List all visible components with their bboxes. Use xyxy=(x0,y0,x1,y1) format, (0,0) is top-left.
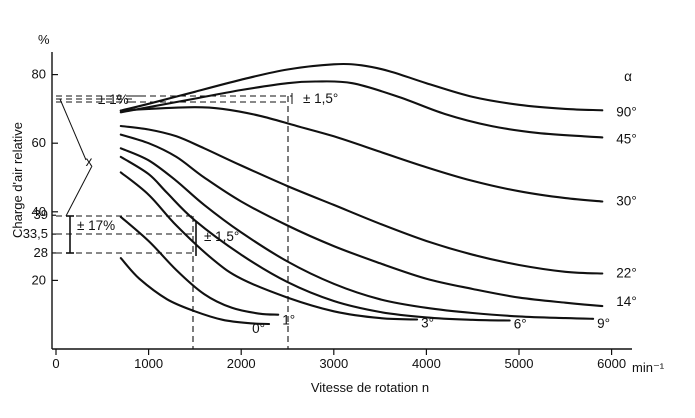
x-marker-label: x xyxy=(86,154,93,169)
curve-alpha-30deg xyxy=(119,106,604,203)
curve-group: 90° 45° 30° 22° 14° 9° 6° 3° 1° 0° xyxy=(119,62,637,336)
y-axis-title: Charge d'air relative xyxy=(10,122,25,238)
curve-alpha-14deg xyxy=(119,133,604,308)
x-tick-label-6: 6000 xyxy=(597,356,626,371)
curve-alpha-3deg xyxy=(119,171,419,321)
x-pointer-down xyxy=(65,165,93,217)
x-pointer-up xyxy=(59,98,87,161)
axis-labels: % min⁻¹ Vitesse de rotation n Charge d'a… xyxy=(10,32,665,395)
annotation-group: ± 1% ± 1,5° ± 17% ± 1,5° x xyxy=(56,91,338,349)
x-tick-label-4: 4000 xyxy=(412,356,441,371)
tol1-label: ± 1% xyxy=(98,92,129,107)
x-tick-label-2: 2000 xyxy=(227,356,256,371)
y-tick-label-1: 40 xyxy=(32,204,46,219)
x-tick-label-5: 5000 xyxy=(505,356,534,371)
tick-group: 0 1000 2000 3000 4000 5000 6000 20 40 60 80 39 33,5 2… xyxy=(23,67,626,371)
curve-label-22deg: 22° xyxy=(616,266,636,281)
curve-label-90deg: 90° xyxy=(616,104,636,119)
curve-label-30deg: 30° xyxy=(616,194,636,209)
curve-label-14deg: 14° xyxy=(616,294,636,309)
tol17-label: ± 17% xyxy=(77,218,115,233)
curve-alpha-22deg xyxy=(119,124,604,275)
y-extra-tick-label-1: 33,5 xyxy=(23,226,48,241)
curve-alpha-90deg xyxy=(119,62,604,112)
y-tick-label-2: 60 xyxy=(32,135,46,150)
curve-alpha-9deg xyxy=(119,147,595,320)
y-tick-label-0: 20 xyxy=(32,272,46,287)
x-tick-label-1: 1000 xyxy=(134,356,163,371)
x-unit-label: min⁻¹ xyxy=(632,360,665,375)
curve-label-6deg: 6° xyxy=(514,317,527,332)
curve-alpha-45deg xyxy=(119,80,604,139)
y-extra-tick-label-0: 39 xyxy=(34,207,48,222)
curve-alpha-0deg xyxy=(119,257,271,326)
curve-label-3deg: 3° xyxy=(421,316,434,331)
x-tick-label-3: 3000 xyxy=(319,356,348,371)
y-extra-tick-label-2: 28 xyxy=(34,245,48,260)
tol15-mid-label: ± 1,5° xyxy=(204,229,239,244)
curve-label-0deg: 0° xyxy=(252,321,265,336)
y-tick-label-3: 80 xyxy=(32,67,46,82)
tol15-top-label: ± 1,5° xyxy=(303,91,338,106)
x-tick-label-0: 0 xyxy=(52,356,59,371)
curve-alpha-6deg xyxy=(119,155,511,322)
legend-title-alpha: α xyxy=(624,69,632,84)
curve-label-45deg: 45° xyxy=(616,131,636,146)
x-axis-title: Vitesse de rotation n xyxy=(311,380,429,395)
y-unit-label: % xyxy=(38,32,50,47)
curve-alpha-1deg xyxy=(119,215,280,316)
curve-label-9deg: 9° xyxy=(597,316,610,331)
curve-label-1deg: 1° xyxy=(282,313,295,328)
